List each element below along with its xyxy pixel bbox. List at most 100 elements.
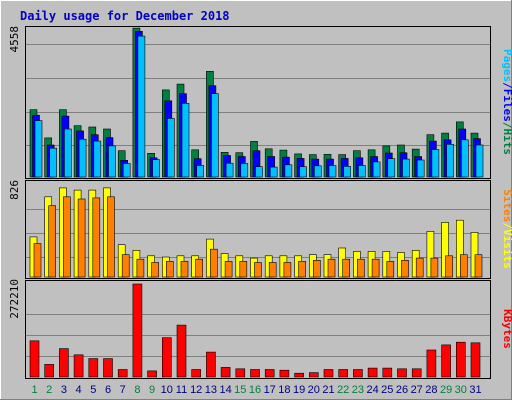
day-label: 23 bbox=[352, 384, 364, 396]
day-label: 3 bbox=[61, 384, 67, 396]
sites-bar bbox=[92, 197, 101, 278]
kbytes-bar bbox=[176, 324, 187, 378]
pages-bar bbox=[240, 163, 249, 178]
kbytes-bar bbox=[441, 344, 451, 378]
kbytes-bar bbox=[308, 372, 319, 378]
kbytes-bar bbox=[250, 369, 260, 378]
legend-hits: Hits bbox=[501, 129, 512, 156]
sites-bar bbox=[342, 258, 351, 278]
pages-bar bbox=[137, 35, 146, 178]
kbytes-bar bbox=[162, 337, 172, 378]
pages-bar bbox=[122, 163, 131, 178]
day-label: 21 bbox=[322, 384, 334, 396]
pages-bar bbox=[313, 165, 322, 178]
pages-bar bbox=[431, 149, 440, 178]
pages-bar bbox=[387, 158, 396, 178]
legend-files: Files bbox=[501, 89, 512, 122]
sites-bar bbox=[151, 262, 159, 278]
day-label: 29 bbox=[440, 384, 452, 396]
panel-frame-kbytes bbox=[25, 280, 491, 379]
kbytes-bar bbox=[117, 369, 128, 378]
max-value-label: 272210 bbox=[8, 279, 21, 319]
max-value-label: 826 bbox=[8, 180, 21, 200]
kbytes-bar bbox=[411, 368, 422, 378]
sites-bar bbox=[77, 198, 86, 278]
day-label: 14 bbox=[219, 384, 231, 396]
day-label: 1 bbox=[31, 384, 37, 396]
sites-bar bbox=[386, 261, 395, 278]
sites-bar bbox=[210, 248, 218, 278]
sites-bar bbox=[121, 254, 130, 278]
kbytes-bar bbox=[264, 369, 275, 378]
sites-bar bbox=[459, 254, 468, 278]
sites-bar bbox=[327, 258, 336, 278]
sites-bar bbox=[298, 261, 306, 278]
legend: Sites/Visits bbox=[501, 189, 512, 269]
pages-bar bbox=[49, 147, 58, 178]
pages-bar bbox=[343, 166, 352, 178]
day-label: 15 bbox=[234, 384, 246, 396]
kbytes-bar bbox=[132, 283, 143, 378]
kbytes-bar bbox=[470, 342, 481, 378]
day-label: 4 bbox=[76, 384, 82, 396]
legend-pages: Pages bbox=[501, 49, 512, 82]
legend-sites: Sites bbox=[501, 189, 512, 222]
sites-bar bbox=[268, 262, 277, 278]
day-label: 8 bbox=[134, 384, 140, 396]
kbytes-bar bbox=[426, 349, 437, 378]
kbytes-bar bbox=[338, 369, 349, 378]
pages-bar bbox=[299, 166, 307, 178]
pages-bar bbox=[211, 93, 219, 178]
sites-bar bbox=[63, 196, 71, 278]
pages-bar bbox=[196, 165, 204, 178]
pages-bar bbox=[328, 165, 337, 178]
day-label: 13 bbox=[205, 384, 217, 396]
sites-bar bbox=[401, 259, 409, 278]
kbytes-bar bbox=[397, 368, 407, 378]
kbytes-bar bbox=[191, 369, 201, 378]
legend-visits: Visits bbox=[501, 229, 512, 269]
sites-bar bbox=[430, 257, 439, 278]
pages-bar bbox=[475, 144, 484, 178]
pages-bar bbox=[402, 158, 410, 178]
kbytes-bar bbox=[220, 367, 231, 378]
legend-separator: / bbox=[501, 82, 512, 89]
sites-bar bbox=[239, 261, 248, 278]
day-label: 12 bbox=[190, 384, 202, 396]
pages-bar bbox=[181, 103, 190, 178]
pages-bar bbox=[284, 164, 293, 178]
kbytes-bar bbox=[59, 348, 69, 378]
kbytes-bar bbox=[88, 358, 99, 378]
legend-separator: / bbox=[501, 122, 512, 129]
pages-bar bbox=[78, 138, 87, 178]
visits-bar bbox=[426, 231, 435, 278]
day-label: 17 bbox=[264, 384, 276, 396]
day-label: 18 bbox=[278, 384, 290, 396]
sites-bar bbox=[312, 259, 321, 278]
chart-title: Daily usage for December 2018 bbox=[20, 9, 230, 23]
pages-bar bbox=[446, 144, 454, 178]
pages-bar bbox=[64, 128, 72, 178]
day-label: 22 bbox=[337, 384, 349, 396]
sites-bar bbox=[254, 262, 262, 278]
visits-bar bbox=[455, 219, 464, 278]
max-value-label: 4558 bbox=[8, 26, 21, 53]
pages-bar bbox=[167, 118, 175, 178]
pages-bar bbox=[34, 120, 43, 178]
pages-bar bbox=[255, 166, 263, 178]
legend: KBytes bbox=[501, 309, 512, 349]
day-label: 27 bbox=[411, 384, 423, 396]
sites-bar bbox=[195, 258, 203, 278]
kbytes-bar bbox=[103, 358, 113, 378]
pages-bar bbox=[358, 165, 366, 178]
sites-bar bbox=[474, 254, 483, 278]
day-label: 25 bbox=[381, 384, 393, 396]
day-label: 31 bbox=[469, 384, 481, 396]
pages-bar bbox=[225, 162, 234, 178]
pages-bar bbox=[108, 145, 116, 178]
pages-bar bbox=[416, 159, 425, 178]
day-labels: 1 2 3 4 5 6 7 8 9 10 11 12 13 14 15 16 17 18 19 20 21 22 23 24 2… bbox=[31, 384, 481, 396]
sites-bar bbox=[107, 196, 115, 278]
